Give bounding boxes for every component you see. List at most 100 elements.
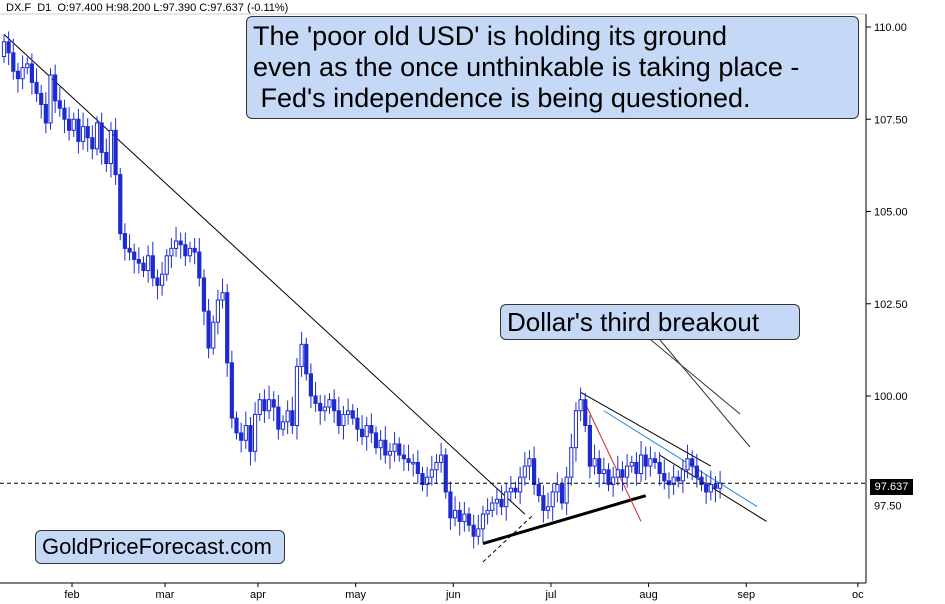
candle [127,234,132,261]
candle-body-up [299,343,304,367]
candle [434,453,439,484]
candle [541,485,546,523]
candle [671,465,676,495]
candle [43,92,48,134]
candle-body-up [685,458,690,471]
candle [211,315,216,355]
candle [564,466,569,516]
candle [201,269,207,326]
candle-body-up [280,421,286,430]
candle-body-up [25,63,30,69]
candle [136,247,141,274]
candle-body-up [322,406,327,412]
candle [555,472,560,503]
candle-body-up [20,67,25,80]
candle-body-up [378,439,383,449]
y-tick-label-hidden: 97.50 [874,500,902,512]
candle-body-down [113,129,118,176]
candle [550,483,555,521]
candle-body-up [680,469,685,482]
candle-body-down [499,498,504,508]
candle-body-down [57,100,62,109]
candle [578,387,583,422]
candle-body-up [545,506,551,511]
breakout-pointer [659,339,751,448]
candle-body-up [411,461,416,465]
candle [569,433,574,486]
trendline-black [3,34,526,515]
candle [425,466,430,497]
symbol-label: DX.F [6,2,32,14]
candle [666,472,672,499]
candle [290,396,295,435]
candle-body-down [313,395,318,404]
candle-body-down [150,255,155,279]
commentary-line-1: The 'poor old USD' is holding its ground [253,21,728,51]
candle [713,476,718,503]
candle-body-up [527,458,532,467]
candle-body-down [620,469,625,478]
candle-body-down [118,174,123,235]
y-tick-label: 102.50 [874,299,908,311]
candle-body-up [425,476,430,486]
candle [53,64,58,113]
candle-body-up [71,118,76,131]
candle [299,332,304,377]
candle [262,389,267,423]
candle-body-down [136,258,141,264]
candle-body-up [564,476,569,504]
candle-body-down [43,103,48,124]
candle [11,38,16,80]
candle [327,393,332,414]
candle [504,483,509,521]
candle [662,459,667,490]
candle-body-up [578,399,583,412]
trendline-red [584,403,642,522]
candle [248,417,253,466]
candle [6,31,11,66]
x-tick-label: jul [544,589,556,601]
candle-body-down [415,461,420,474]
candle-body-down [457,509,462,522]
y-tick-label: 100.00 [874,391,908,403]
y-tick-label: 105.00 [874,207,908,219]
candle-body-down [192,247,197,253]
ohlc-readout: O:97.400 H:98.200 L:97.390 C:97.637 (-0.… [57,2,289,14]
candle-body-up [211,321,216,349]
candle [620,461,625,492]
candle [266,385,272,420]
candle-body-up [522,465,527,478]
candle [401,444,406,471]
trendline-black [659,454,767,522]
candle-body-up [601,469,606,474]
candle-body-up [253,413,258,452]
candle-body-down [662,472,667,482]
candle-body-down [643,454,648,467]
candle [164,249,169,281]
candle [169,238,174,268]
candle [206,298,211,359]
candle [67,107,72,141]
candle [313,381,318,412]
candle [280,415,286,436]
candle-body-up [504,491,509,508]
candle [146,245,151,283]
candle [499,485,504,516]
candle [699,470,704,492]
candle [48,68,53,130]
candle-body-up [173,240,179,249]
candle-body-up [615,469,620,478]
candle-body-down [536,484,541,497]
candle-body-down [76,118,81,142]
candle [536,477,541,503]
candle-body-down [397,443,402,456]
candle-body-up [708,484,713,493]
candle-body-down [206,310,211,349]
candle [480,505,486,543]
candle-body-up [164,255,169,275]
candle [690,450,695,481]
candle-body-up [671,476,676,486]
candle [406,444,411,471]
x-tick-label: jun [445,589,461,601]
